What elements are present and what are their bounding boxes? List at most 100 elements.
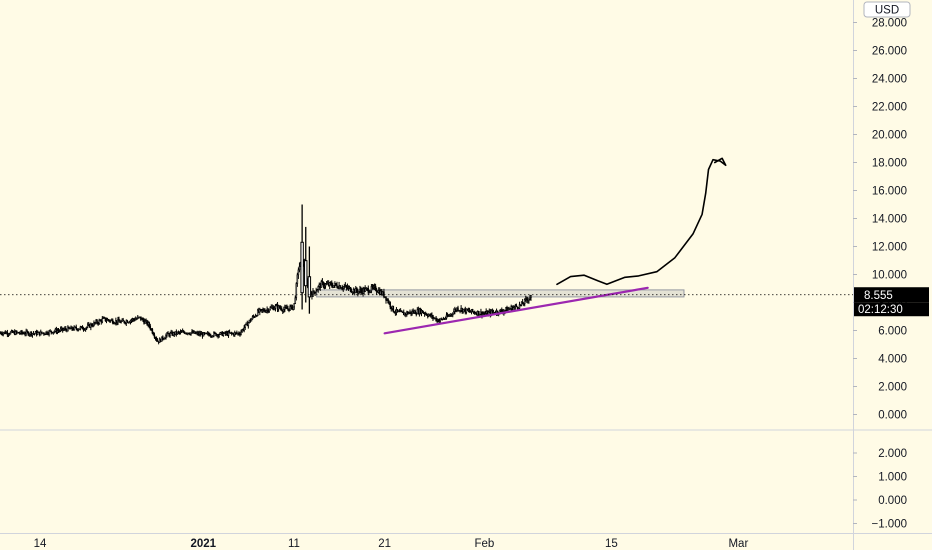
candle-body [269, 307, 271, 311]
candle-body [491, 310, 494, 313]
candle-body [343, 286, 346, 289]
candle-body [528, 298, 530, 301]
candle-body [283, 308, 285, 312]
candle-body [295, 283, 298, 299]
candle-body [155, 337, 158, 341]
candle-body [167, 332, 169, 335]
x-tick-label: 11 [288, 538, 300, 550]
candle-body [85, 326, 88, 329]
candle-body [202, 332, 205, 337]
candle-body [16, 330, 18, 333]
candle-body [148, 322, 150, 327]
candle-body [526, 298, 528, 301]
candle-body [453, 311, 455, 315]
projection-drawing[interactable] [556, 157, 727, 286]
main-pane[interactable] [0, 0, 853, 428]
candle-body [128, 321, 131, 324]
candle-body [297, 269, 300, 276]
candle-body [105, 320, 108, 322]
candle-body [317, 286, 319, 291]
candle-body [107, 319, 110, 321]
candle-body [19, 332, 21, 335]
candle-body [65, 328, 67, 330]
candle-body [389, 302, 391, 308]
candle-body [152, 332, 155, 336]
candle-body [40, 331, 42, 336]
candle-body [84, 327, 87, 331]
candle-body [523, 298, 526, 305]
candle-body [268, 309, 270, 312]
sub-y-tick-label: 1.000 [878, 472, 907, 484]
candle-body [333, 285, 335, 288]
candle-body [50, 330, 52, 333]
candle-body [369, 290, 372, 293]
candle-body [43, 332, 45, 335]
currency-badge[interactable] [863, 1, 911, 18]
candle-body [169, 332, 171, 337]
candle-body [135, 318, 138, 320]
candle-body [259, 308, 261, 313]
candle-body [370, 286, 373, 292]
candle-body [33, 333, 36, 335]
candle-body [78, 328, 81, 331]
sub-y-tick-label: 0.000 [878, 495, 907, 507]
candle-body [118, 319, 120, 322]
candle-body [67, 326, 69, 332]
indicator-pane[interactable] [0, 431, 853, 533]
candle-body [73, 326, 75, 331]
candle-body [142, 318, 144, 321]
ascending-trendline[interactable] [383, 286, 649, 335]
candle-body [162, 336, 164, 340]
candle-body [149, 325, 152, 330]
y-tick-label: 18.000 [872, 158, 907, 170]
candle-body [153, 334, 156, 338]
candle-body [479, 313, 481, 316]
candle-body [349, 287, 352, 292]
candle-body [414, 310, 416, 314]
countdown-badge[interactable] [854, 302, 929, 317]
candle-body [530, 295, 532, 298]
candle-body [68, 326, 70, 329]
candle-body [24, 333, 26, 336]
candle-body [423, 312, 426, 315]
candle-body [2, 332, 4, 335]
candle-body [219, 332, 221, 335]
candle-body [188, 332, 190, 335]
candle-body [218, 334, 220, 337]
candle-body [293, 303, 295, 308]
y-tick-label: 0.000 [878, 410, 907, 422]
currency-label: USD [875, 5, 899, 17]
candle-body [212, 335, 214, 338]
candle-body [358, 290, 360, 294]
candle-body [243, 327, 245, 331]
last-price-badge[interactable] [854, 287, 929, 303]
candle-body [182, 330, 185, 333]
candle-body [457, 307, 459, 311]
candle-body [154, 336, 157, 339]
candle-body [36, 332, 39, 335]
candle-body [432, 315, 434, 319]
candle-body [114, 322, 116, 325]
candle-body [8, 333, 11, 336]
candle-body [328, 282, 331, 286]
candle-body [238, 332, 240, 335]
spike-candle-body [300, 241, 304, 294]
candle-body [345, 285, 348, 288]
candle-body [126, 320, 129, 323]
candle-body [339, 285, 341, 289]
candle-body [396, 309, 399, 312]
candle-body [394, 312, 397, 314]
candle-body [240, 331, 242, 335]
y-tick-label: 28.000 [872, 18, 907, 30]
x-tick-label: 2021 [190, 538, 216, 550]
candle-body [280, 308, 283, 311]
candle-body [312, 290, 314, 297]
candle-body [444, 317, 447, 320]
candle-body [315, 290, 317, 294]
candle-body [518, 304, 521, 309]
candle-body [104, 317, 107, 322]
y-tick-label: 12.000 [872, 242, 907, 254]
candle-body [101, 318, 104, 323]
